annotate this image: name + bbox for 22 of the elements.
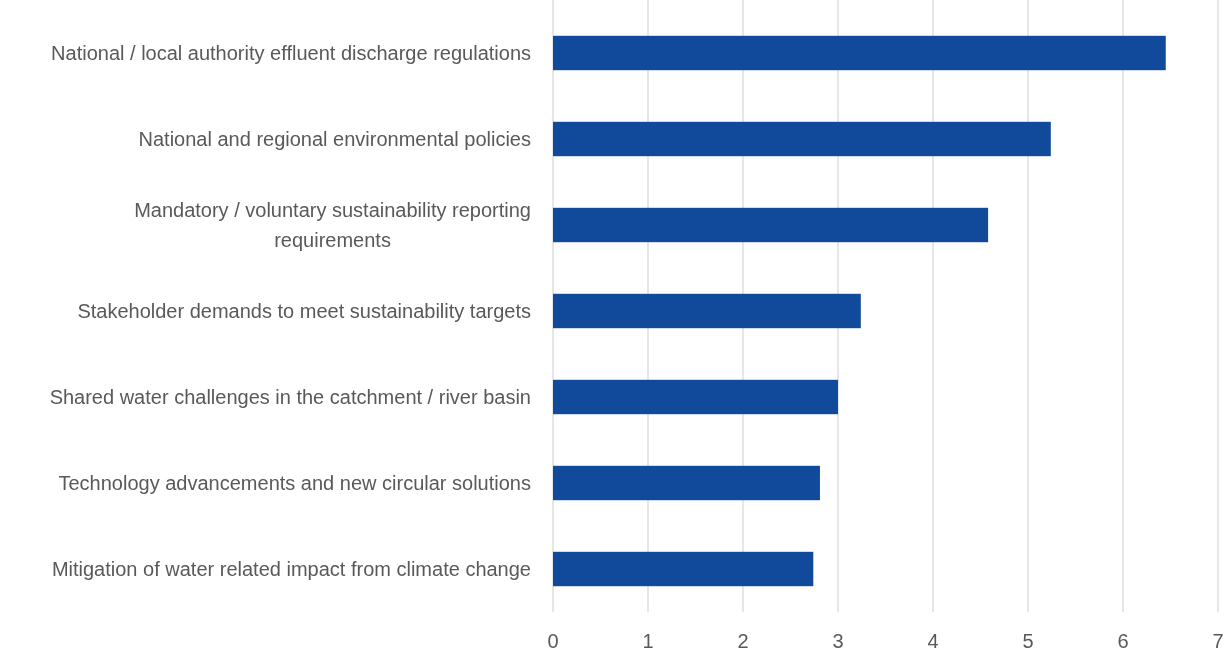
y-tick-label: National and regional environmental policies bbox=[138, 128, 531, 150]
bar bbox=[553, 207, 989, 243]
y-tick-label: Mitigation of water related impact from climate change bbox=[51, 558, 531, 580]
bar bbox=[553, 465, 820, 501]
x-tick-label: 4 bbox=[927, 630, 939, 652]
x-tick-label: 6 bbox=[1117, 630, 1129, 652]
bar bbox=[553, 121, 1051, 157]
bar bbox=[553, 379, 838, 415]
bar bbox=[553, 293, 861, 329]
x-tick-label: 0 bbox=[547, 630, 559, 652]
y-tick-label: Technology advancements and new circular solutions bbox=[58, 472, 531, 494]
bar bbox=[553, 551, 814, 587]
bar bbox=[553, 35, 1166, 71]
x-tick-label: 2 bbox=[737, 630, 749, 652]
x-tick-label: 5 bbox=[1022, 630, 1034, 652]
y-tick-label: Stakeholder demands to meet sustainability targets bbox=[77, 300, 531, 322]
x-tick-label: 3 bbox=[832, 630, 844, 652]
x-tick-label: 1 bbox=[642, 630, 654, 652]
y-tick-label: Shared water challenges in the catchment / river basin bbox=[49, 386, 531, 408]
y-tick-label: National / local authority effluent discharge regulations bbox=[51, 42, 531, 64]
x-tick-label: 7 bbox=[1212, 630, 1224, 652]
y-tick-label: Mandatory / voluntary sustainability reporting requirements bbox=[134, 199, 531, 251]
